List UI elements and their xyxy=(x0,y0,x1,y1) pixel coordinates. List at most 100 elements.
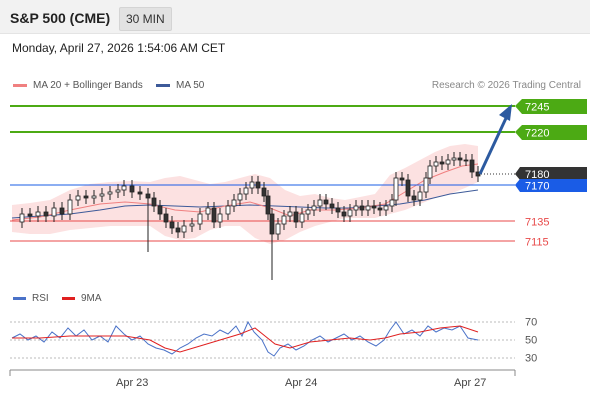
candle-body xyxy=(347,209,353,217)
candle-body xyxy=(383,205,389,211)
candle-body xyxy=(261,187,267,197)
candle-body xyxy=(445,159,451,165)
candle-body xyxy=(255,181,261,189)
candle-body xyxy=(51,207,57,217)
candle-body xyxy=(405,179,411,197)
tag-pivot-text: 7170 xyxy=(525,181,549,193)
copyright-text: Research © 2026 Trading Central xyxy=(431,80,581,91)
candle-body xyxy=(243,187,249,195)
candle-body xyxy=(115,189,121,193)
candle-body xyxy=(75,195,81,201)
candle-body xyxy=(91,195,97,199)
candle-body xyxy=(211,207,217,223)
ma9-swatch xyxy=(62,296,75,300)
candle-body xyxy=(151,197,157,207)
candle-body xyxy=(265,195,271,215)
candle-body xyxy=(181,225,187,233)
candle-body xyxy=(275,223,281,235)
candle-body xyxy=(169,221,175,229)
rsi-tick-50: 50 xyxy=(525,335,537,347)
candle-body xyxy=(27,213,33,217)
candle-body xyxy=(423,177,429,193)
ma20-swatch xyxy=(13,83,27,87)
price-candles xyxy=(19,152,481,280)
candle-body xyxy=(377,207,383,211)
legend-rsi: RSI xyxy=(13,293,49,304)
candle-body xyxy=(451,157,457,161)
candle-body xyxy=(433,161,439,167)
candle-body xyxy=(99,193,105,197)
candle-body xyxy=(439,161,445,165)
interval-button[interactable]: 30 MIN xyxy=(119,7,172,31)
candle-body xyxy=(35,211,41,217)
candle-body xyxy=(129,185,135,193)
tag-r1-text: 7220 xyxy=(525,128,549,140)
x-label-apr27: Apr 27 xyxy=(454,377,486,389)
rsi-swatch xyxy=(13,296,26,300)
candle-body xyxy=(59,207,65,215)
timestamp: Monday, April 27, 2026 1:54:06 AM CET xyxy=(12,41,226,55)
instrument-title: S&P 500 (CME) xyxy=(10,10,111,26)
rsi-ma9-line xyxy=(12,325,479,353)
candle-body xyxy=(19,213,25,223)
candle-body xyxy=(121,185,127,191)
candle-body xyxy=(359,205,365,211)
candle-body xyxy=(427,165,433,179)
forecast-arrow xyxy=(478,115,509,175)
candle-body xyxy=(249,181,255,189)
ma50-line xyxy=(11,189,479,219)
candle-body xyxy=(189,223,195,227)
candle-body xyxy=(353,205,359,211)
candle-body xyxy=(269,213,275,235)
candle-body xyxy=(175,227,181,233)
candle-body xyxy=(43,211,49,217)
candle-body xyxy=(305,209,311,215)
candle-body xyxy=(137,191,143,195)
candle-body xyxy=(83,195,89,199)
candle-body xyxy=(393,177,399,201)
candle-body xyxy=(237,193,243,201)
rsi-tick-70: 70 xyxy=(525,317,537,329)
candle-body xyxy=(163,213,169,223)
candle-body xyxy=(293,211,299,223)
tag-r2: 7245 xyxy=(515,99,587,114)
forecast-arrow-head xyxy=(499,104,512,121)
rsi-line xyxy=(11,320,479,357)
candle-body xyxy=(469,159,475,173)
tag-r1: 7220 xyxy=(515,125,587,140)
candle-body xyxy=(287,211,293,217)
legend-ma50: MA 50 xyxy=(156,80,204,91)
candle-body xyxy=(145,193,151,199)
ma9-label: 9MA xyxy=(81,293,102,304)
legend-9ma: 9MA xyxy=(62,293,102,304)
candle-body xyxy=(197,213,203,225)
candle-body xyxy=(107,191,113,195)
candle-body xyxy=(457,157,463,161)
candle-body xyxy=(323,199,329,205)
candle-body xyxy=(281,215,287,225)
candle-body xyxy=(157,205,163,215)
candle-body xyxy=(299,213,305,223)
rsi-label: RSI xyxy=(32,293,49,304)
rsi-tick-30: 30 xyxy=(525,353,537,365)
x-label-apr24: Apr 24 xyxy=(285,377,317,389)
chart-header: S&P 500 (CME) 30 MIN xyxy=(0,0,590,34)
candle-body xyxy=(463,159,469,162)
tag-r2-text: 7245 xyxy=(525,102,549,114)
candle-body xyxy=(399,177,405,181)
candle-body xyxy=(389,199,395,207)
candle-body xyxy=(67,199,73,215)
candle-body xyxy=(411,195,417,201)
candle-body xyxy=(365,205,371,211)
candle-body xyxy=(231,199,237,207)
candle-body xyxy=(417,191,423,201)
candle-body xyxy=(205,207,211,215)
x-label-apr23: Apr 23 xyxy=(116,377,148,389)
tag-s2-text: 7115 xyxy=(525,237,549,249)
candle-body xyxy=(371,205,377,209)
ma20-label: MA 20 + Bollinger Bands xyxy=(33,80,143,91)
ma50-swatch xyxy=(156,83,170,87)
candle-body xyxy=(341,211,347,217)
candle-body xyxy=(329,203,335,209)
